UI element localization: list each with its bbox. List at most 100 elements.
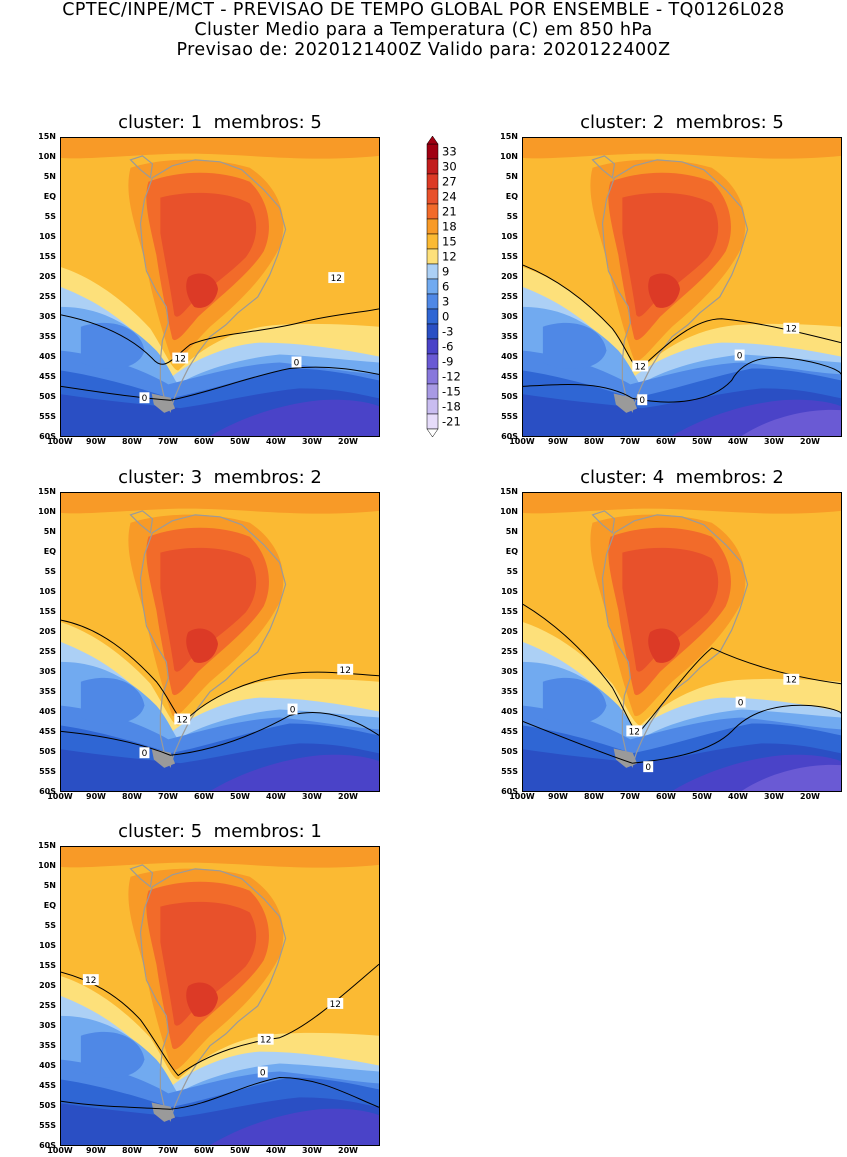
latitude-tick-label: 25S xyxy=(39,292,56,301)
contour-label-bg xyxy=(632,360,649,372)
contour-label-bg xyxy=(783,673,800,685)
colorbar-label: 27 xyxy=(442,175,457,189)
colorbar-label: 33 xyxy=(442,145,457,159)
temperature-band xyxy=(160,901,257,1026)
longitude-tick-label: 90W xyxy=(86,437,106,446)
isotherm-0 xyxy=(61,1076,379,1110)
coastline xyxy=(139,159,287,413)
header-dates: Previsao de: 2020121400Z Valido para: 20… xyxy=(176,40,671,60)
longitude-tick-label: 60W xyxy=(656,792,676,801)
panel-title: cluster: 2 membros: 5 xyxy=(580,112,784,133)
latitude-tick-label: 40S xyxy=(501,352,518,361)
contour-label-bg xyxy=(172,352,189,364)
latitude-tick-label: 15N xyxy=(38,841,56,850)
coastline xyxy=(601,159,749,413)
latitude-tick-label: 35S xyxy=(501,687,518,696)
contour-label: 0 xyxy=(142,394,148,404)
latitude-tick-label: 25S xyxy=(39,647,56,656)
cluster-map: 12 12 12 0 xyxy=(60,846,380,1146)
latitude-tick-label: 25S xyxy=(39,1001,56,1010)
longitude-tick-label: 30W xyxy=(764,437,784,446)
cluster-map: 12 12 0 0 xyxy=(60,492,380,792)
colorbar-swatch xyxy=(426,278,439,295)
panel-title: cluster: 5 membros: 1 xyxy=(118,821,322,842)
latitude-tick-label: EQ xyxy=(43,901,56,910)
latitude-tick-label: 50S xyxy=(39,1101,56,1110)
colorbar-swatch xyxy=(426,413,439,430)
colorbar-min-arrow xyxy=(426,428,439,438)
longitude-tick-label: 60W xyxy=(656,437,676,446)
longitude-tick-label: 80W xyxy=(584,792,604,801)
latitude-tick-label: 10N xyxy=(38,507,56,516)
latitude-tick-label: 40S xyxy=(39,1061,56,1070)
latitude-tick-label: 5N xyxy=(505,527,518,536)
temperature-band xyxy=(80,322,145,369)
colorbar-swatch xyxy=(426,293,439,310)
colorbar-swatch xyxy=(426,233,439,250)
latitude-tick-label: 45S xyxy=(39,1081,56,1090)
coastline xyxy=(129,510,154,534)
contour-label: 12 xyxy=(331,274,342,284)
latitude-tick-label: 5N xyxy=(43,527,56,536)
contour-label: 0 xyxy=(639,396,645,406)
colorbar-swatch xyxy=(426,308,439,325)
contour-label-bg xyxy=(82,974,99,986)
latitude-tick-label: 55S xyxy=(39,767,56,776)
longitude-tick-label: 90W xyxy=(548,437,568,446)
latitude-tick-label: 10S xyxy=(39,941,56,950)
temperature-band xyxy=(61,847,379,868)
latitude-tick-label: 15S xyxy=(39,252,56,261)
latitude-tick-label: 40S xyxy=(39,352,56,361)
colorbar-label: 24 xyxy=(442,190,457,204)
longitude-tick-label: 80W xyxy=(122,1146,142,1155)
colorbar-label: -21 xyxy=(442,415,461,429)
contour-label-bg xyxy=(783,322,800,334)
longitude-tick-label: 90W xyxy=(548,792,568,801)
coastline xyxy=(151,1102,176,1122)
longitude-tick-label: 20W xyxy=(800,437,820,446)
latitude-tick-label: 20S xyxy=(501,272,518,281)
colorbar-swatch xyxy=(426,353,439,370)
latitude-tick-label: 15S xyxy=(39,961,56,970)
longitude-tick-label: 90W xyxy=(86,1146,106,1155)
contour-label-bg xyxy=(637,394,648,406)
temperature-band xyxy=(61,138,379,159)
latitude-tick-label: 35S xyxy=(501,332,518,341)
longitude-tick-label: 70W xyxy=(158,792,178,801)
colorbar-label: 3 xyxy=(442,295,449,309)
contour-label: 12 xyxy=(340,666,351,676)
latitude-tick-label: 5S xyxy=(44,921,56,930)
latitude-tick-label: 30S xyxy=(39,312,56,321)
colorbar-swatch xyxy=(426,338,439,355)
contour-label: 12 xyxy=(786,325,797,335)
longitude-tick-label: 100W xyxy=(509,792,535,801)
contour-label: 0 xyxy=(142,749,148,759)
longitude-tick-label: 30W xyxy=(302,437,322,446)
contour-label: 12 xyxy=(177,715,188,725)
temperature-band xyxy=(542,677,607,724)
temperature-band xyxy=(210,754,379,791)
cluster-map: 12 12 0 0 xyxy=(522,137,842,437)
colorbar-label: 9 xyxy=(442,265,449,279)
tierra-del-fuego xyxy=(152,749,175,768)
contour-label: 12 xyxy=(635,362,646,372)
latitude-tick-label: 15S xyxy=(39,607,56,616)
longitude-tick-label: 40W xyxy=(728,437,748,446)
latitude-tick-label: 5N xyxy=(43,881,56,890)
colorbar-label: -3 xyxy=(442,325,453,339)
colorbar-swatch xyxy=(426,143,439,160)
latitude-tick-label: 55S xyxy=(501,412,518,421)
colorbar-swatch xyxy=(426,158,439,175)
latitude-tick-label: 5S xyxy=(44,567,56,576)
latitude-tick-label: 45S xyxy=(501,727,518,736)
latitude-tick-label: 55S xyxy=(39,412,56,421)
contour-label: 0 xyxy=(645,763,651,773)
contour-label-bg xyxy=(174,713,191,725)
longitude-tick-label: 100W xyxy=(47,792,73,801)
temperature-band xyxy=(622,192,719,317)
longitude-tick-label: 60W xyxy=(194,1146,214,1155)
latitude-tick-label: 10S xyxy=(501,587,518,596)
latitude-tick-label: 10N xyxy=(500,507,518,516)
colorbar-swatch xyxy=(426,323,439,340)
colorbar-label: -9 xyxy=(442,355,453,369)
